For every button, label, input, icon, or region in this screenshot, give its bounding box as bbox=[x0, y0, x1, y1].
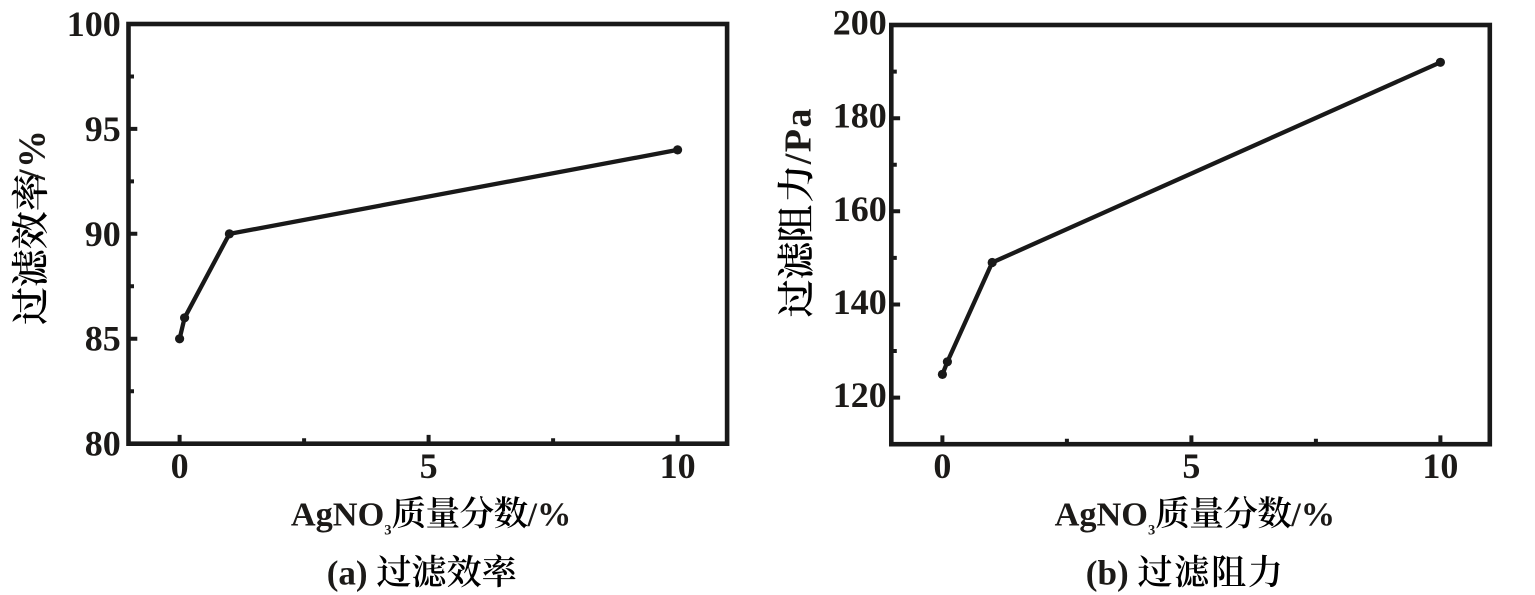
svg-text:100: 100 bbox=[67, 4, 121, 44]
svg-text:(a): (a) bbox=[327, 553, 368, 592]
svg-text:AgNO: AgNO bbox=[291, 495, 384, 533]
svg-text:(b): (b) bbox=[1086, 553, 1129, 592]
svg-text:3: 3 bbox=[384, 522, 391, 538]
svg-text:/%: /% bbox=[12, 128, 54, 181]
svg-text:140: 140 bbox=[833, 282, 887, 322]
svg-text:0: 0 bbox=[933, 446, 951, 486]
svg-text:90: 90 bbox=[85, 214, 121, 254]
svg-text:95: 95 bbox=[85, 109, 121, 149]
svg-text:0: 0 bbox=[171, 446, 189, 486]
svg-text:/Pa: /Pa bbox=[777, 107, 819, 165]
svg-text:160: 160 bbox=[833, 189, 887, 229]
svg-text:120: 120 bbox=[833, 375, 887, 415]
svg-text:85: 85 bbox=[85, 319, 121, 359]
svg-text:180: 180 bbox=[833, 96, 887, 136]
svg-text:3: 3 bbox=[1148, 522, 1155, 538]
svg-text:10: 10 bbox=[1422, 446, 1458, 486]
svg-text:/%: /% bbox=[527, 495, 572, 533]
svg-text:/%: /% bbox=[1290, 495, 1335, 533]
svg-text:200: 200 bbox=[833, 3, 887, 43]
svg-text:5: 5 bbox=[1182, 446, 1200, 486]
svg-text:10: 10 bbox=[660, 446, 696, 486]
svg-text:5: 5 bbox=[420, 446, 438, 486]
svg-text:80: 80 bbox=[85, 424, 121, 464]
svg-text:AgNO: AgNO bbox=[1055, 495, 1148, 533]
